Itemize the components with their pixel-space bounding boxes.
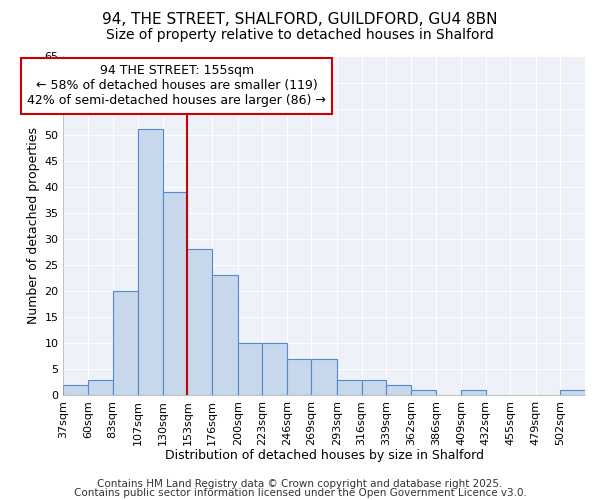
Bar (64, 385, 88, 396)
Bar (113, 291, 138, 396)
Bar (411, 390, 436, 396)
Bar (138, 130, 163, 396)
Bar (362, 380, 386, 396)
Text: Contains HM Land Registry data © Crown copyright and database right 2025.: Contains HM Land Registry data © Crown c… (97, 479, 503, 489)
Bar (560, 390, 585, 396)
Bar (386, 385, 411, 396)
Bar (337, 380, 362, 396)
Text: 94, THE STREET, SHALFORD, GUILDFORD, GU4 8BN: 94, THE STREET, SHALFORD, GUILDFORD, GU4… (102, 12, 498, 28)
Bar (287, 359, 311, 396)
Text: Contains public sector information licensed under the Open Government Licence v3: Contains public sector information licen… (74, 488, 526, 498)
Text: 94 THE STREET: 155sqm
← 58% of detached houses are smaller (119)
42% of semi-det: 94 THE STREET: 155sqm ← 58% of detached … (27, 64, 326, 108)
Bar (311, 359, 337, 396)
Bar (461, 390, 485, 396)
Bar (163, 192, 187, 396)
Bar (187, 250, 212, 396)
Bar (88, 380, 113, 396)
X-axis label: Distribution of detached houses by size in Shalford: Distribution of detached houses by size … (165, 450, 484, 462)
Bar (238, 343, 262, 396)
Text: Size of property relative to detached houses in Shalford: Size of property relative to detached ho… (106, 28, 494, 42)
Bar (262, 343, 287, 396)
Bar (212, 276, 238, 396)
Y-axis label: Number of detached properties: Number of detached properties (27, 128, 40, 324)
